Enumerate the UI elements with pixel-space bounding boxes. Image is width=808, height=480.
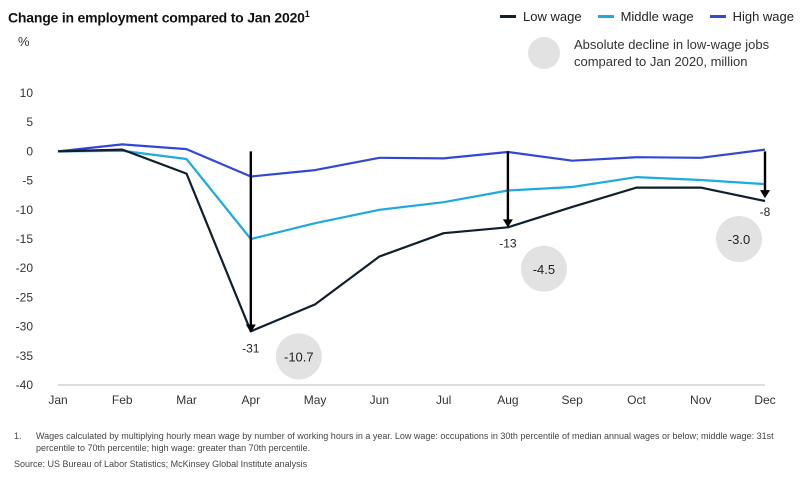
legend-label-middle-wage: Middle wage (620, 9, 694, 24)
bubble-legend: Absolute decline in low-wage jobs compar… (528, 36, 784, 70)
legend-label-high-wage: High wage (732, 9, 794, 24)
legend-label-low-wage: Low wage (523, 9, 582, 24)
y-tick-label: -25 (16, 290, 34, 304)
chart-title-text: Change in employment compared to Jan 202… (8, 9, 305, 26)
x-tick-label: Sep (562, 393, 584, 407)
y-tick-label: -10 (16, 203, 34, 217)
legend-item-middle-wage: Middle wage (597, 9, 694, 24)
line-chart: 10 5 0 -5 -10 -15 -20 -25 -30 -35 -40 Jan Feb Mar Apr M… (16, 86, 776, 407)
y-tick-label: -35 (16, 349, 34, 363)
footnote: 1. Wages calculated by multiplying hourl… (14, 430, 799, 454)
y-unit-label: % (18, 34, 30, 49)
series-line-high-wage (57, 143, 766, 178)
x-tick-label: Apr (241, 393, 260, 407)
decline-bubble (716, 216, 762, 262)
x-tick-label: May (304, 393, 327, 407)
decline-bubble (520, 245, 567, 292)
y-tick-label: -40 (16, 378, 34, 392)
x-tick-label: Nov (690, 393, 711, 407)
decline-arrowhead (245, 324, 256, 333)
y-tick-label: 0 (26, 144, 33, 158)
source-note: Source: US Bureau of Labor Statistics; M… (14, 459, 308, 469)
legend-swatch-low-wage (500, 15, 517, 18)
bubble-legend-dot (528, 37, 560, 69)
footnote-text: Wages calculated by multiplying hourly m… (36, 431, 774, 453)
decline-bubble-value: -3.0 (728, 232, 750, 247)
footnote-number: 1. (14, 431, 22, 441)
legend-swatch-middle-wage (597, 15, 614, 18)
decline-bubble-value: -10.7 (284, 349, 314, 364)
decline-arrow-label: -13 (499, 236, 517, 250)
y-tick-label: 10 (20, 86, 34, 100)
x-tick-label: Feb (112, 393, 133, 407)
title-footnote-marker: 1 (304, 9, 310, 19)
decline-bubble-value: -4.5 (533, 262, 555, 277)
legend-item-high-wage: High wage (709, 9, 794, 24)
decline-arrow-label: -31 (242, 341, 260, 355)
bubble-legend-text: Absolute decline in low-wage jobs compar… (574, 37, 770, 69)
x-tick-label: Jan (48, 393, 67, 407)
y-tick-label: -20 (16, 261, 34, 275)
y-tick-label: -5 (22, 174, 33, 188)
x-tick-label: Jul (436, 393, 451, 407)
legend: Low wage Middle wage High wage (500, 9, 794, 24)
x-tick-label: Aug (497, 393, 518, 407)
decline-arrowhead (760, 190, 770, 199)
x-tick-label: Oct (627, 393, 646, 407)
x-tick-label: Dec (754, 393, 775, 407)
series-line-low-wage (57, 148, 766, 333)
x-tick-label: Mar (176, 393, 197, 407)
y-tick-label: -15 (16, 232, 34, 246)
y-tick-label: -30 (16, 320, 34, 334)
chart-title: Change in employment compared to Jan 202… (8, 9, 310, 26)
series-line-middle-wage (57, 149, 766, 241)
decline-arrow-label: -8 (760, 205, 771, 219)
legend-swatch-high-wage (709, 15, 726, 18)
x-tick-label: Jun (370, 393, 389, 407)
legend-item-low-wage: Low wage (500, 9, 582, 24)
decline-arrowhead (502, 219, 513, 228)
decline-bubble (275, 333, 322, 380)
y-tick-label: 5 (26, 115, 33, 129)
